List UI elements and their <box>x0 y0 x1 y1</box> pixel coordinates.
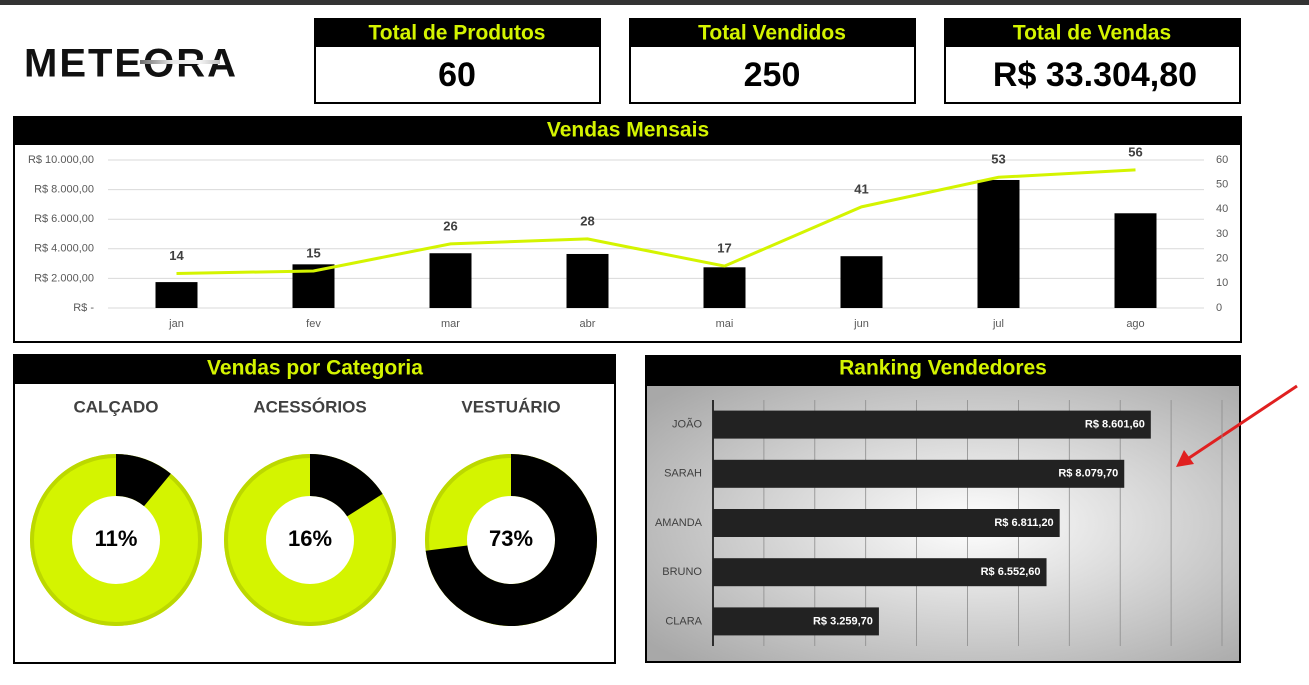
data-label: R$ 8.601,60 <box>1085 419 1145 431</box>
x-tick-label: abr <box>580 318 596 330</box>
kpi-value: 60 <box>438 56 476 94</box>
line <box>176 168 1136 275</box>
bar <box>155 282 198 308</box>
panel-title: Ranking Vendedores <box>839 357 1047 380</box>
donut-label: 11% <box>95 526 138 551</box>
kpi-header <box>945 19 1240 47</box>
donut-slice <box>425 454 597 626</box>
bar <box>703 267 746 308</box>
kpi-title: Total de Vendas <box>1013 22 1171 45</box>
bar <box>713 558 1047 587</box>
x-tick-label: ago <box>1126 318 1144 330</box>
kpi-value: 250 <box>744 56 801 94</box>
donut-slice <box>115 454 171 507</box>
bar <box>713 459 1125 488</box>
data-label: R$ 8.079,70 <box>1058 468 1118 480</box>
kpi-card: Total Vendidos 250 <box>629 18 916 104</box>
data-label: 41 <box>854 181 868 196</box>
logo-stripe <box>140 60 220 64</box>
category-label: VESTUÁRIO <box>461 397 560 416</box>
y-tick-label: R$ 4.000,00 <box>34 243 94 255</box>
y-tick-label: R$ 2.000,00 <box>34 272 94 284</box>
y-tick-label: R$ 8.000,00 <box>34 184 94 196</box>
kpi-card: Total de Produtos 60 <box>314 18 601 104</box>
arrow-head <box>1176 450 1194 467</box>
data-label: 26 <box>443 218 457 233</box>
bar <box>977 179 1020 308</box>
data-label: R$ 3.259,70 <box>813 615 873 627</box>
y2-tick-label: 40 <box>1216 203 1228 215</box>
panel-header <box>14 355 615 384</box>
x-tick-label: mai <box>716 318 734 330</box>
data-label: 53 <box>991 152 1005 167</box>
data-label: 15 <box>306 245 320 260</box>
sheet-header-strip <box>0 0 1309 5</box>
data-label: 28 <box>580 213 594 228</box>
x-tick-label: fev <box>306 318 321 330</box>
panel-title: Vendas Mensais <box>547 119 709 142</box>
category-label: ACESSÓRIOS <box>253 397 366 416</box>
y-tick-label: R$ 6.000,00 <box>34 213 94 225</box>
category-label: CALÇADO <box>74 397 159 416</box>
data-label: 56 <box>1128 144 1142 159</box>
x-tick-label: jul <box>992 318 1004 330</box>
kpi-header <box>630 19 915 47</box>
y2-tick-label: 50 <box>1216 179 1228 191</box>
y2-tick-label: 60 <box>1216 154 1228 166</box>
category-label: AMANDA <box>655 517 703 529</box>
data-label: 17 <box>717 241 731 256</box>
kpi-header <box>315 19 600 47</box>
category-label: BRUNO <box>662 566 702 578</box>
category-label: JOÃO <box>672 418 702 431</box>
bar <box>713 509 1060 537</box>
kpi-title: Total Vendidos <box>698 22 846 45</box>
bar <box>429 253 472 308</box>
donut-label: 16% <box>288 526 332 551</box>
y2-tick-label: 20 <box>1216 253 1228 265</box>
donut-label: 73% <box>489 526 533 551</box>
data-label: R$ 6.552,60 <box>981 566 1041 578</box>
kpi-card: Total de Vendas R$ 33.304,80 <box>944 18 1241 104</box>
kpi-title: Total de Produtos <box>369 22 546 45</box>
bar <box>713 410 1151 439</box>
panel-title: Vendas por Categoria <box>207 357 423 380</box>
x-tick-label: jan <box>168 318 184 330</box>
bar <box>840 256 883 308</box>
kpi-value: R$ 33.304,80 <box>993 56 1197 94</box>
y-tick-label: R$ 10.000,00 <box>28 154 94 166</box>
y2-tick-label: 0 <box>1216 302 1222 314</box>
bar <box>1114 213 1157 308</box>
y2-tick-label: 30 <box>1216 228 1228 240</box>
category-label: SARAH <box>664 468 702 480</box>
data-label: 14 <box>169 248 184 263</box>
x-tick-label: mar <box>441 318 460 330</box>
x-tick-label: jun <box>853 318 869 330</box>
y-tick-label: R$ - <box>73 302 94 314</box>
donut-slice <box>308 454 383 518</box>
bar <box>566 253 609 308</box>
annotation-arrow <box>1185 384 1298 462</box>
y2-tick-label: 10 <box>1216 277 1228 289</box>
bar <box>713 607 879 636</box>
panel-header <box>14 117 1241 145</box>
data-label: R$ 6.811,20 <box>994 517 1053 529</box>
category-label: CLARA <box>665 615 702 627</box>
